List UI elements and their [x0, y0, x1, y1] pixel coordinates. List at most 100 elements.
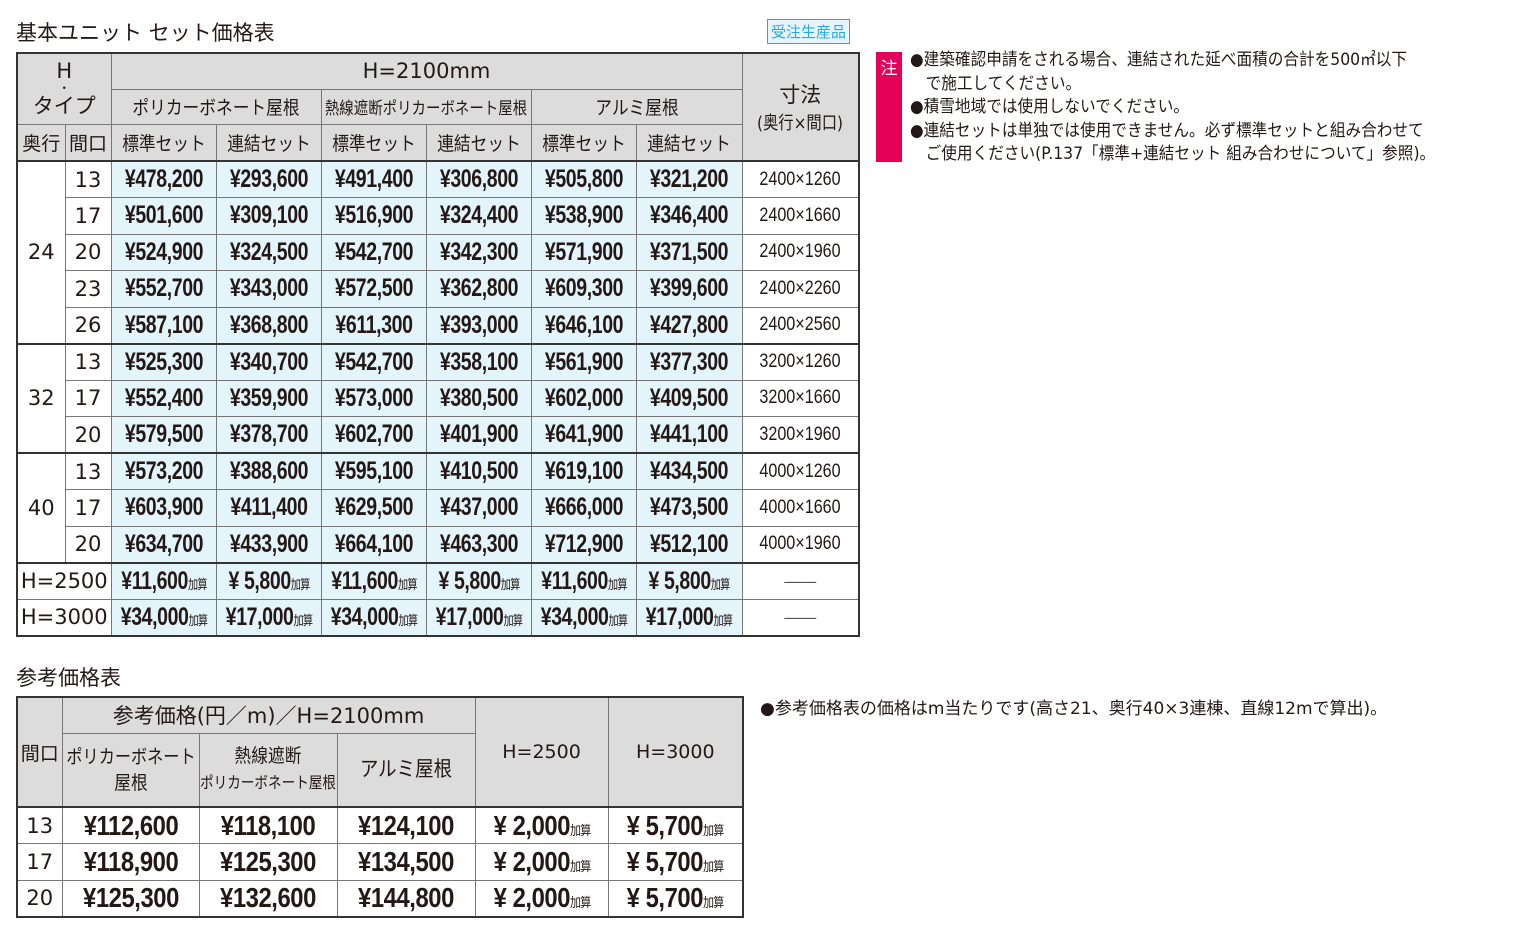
price-cell: ¥411,400 [215, 489, 322, 527]
ref-price-cell-content: ¥125,300 [220, 846, 316, 878]
price-value: ¥17,000 [225, 602, 294, 631]
ref-roof-header: 熱線遮断 ポリカーボネート屋根 [198, 732, 338, 808]
note-item: ご使用ください(P.137「標準+連結セット 組み合わせについて」参照)。 [910, 144, 1436, 164]
depth-cell: 32 [16, 342, 66, 454]
price-value: ¥646,100 [544, 310, 623, 339]
price-value: ¥579,500 [124, 420, 203, 448]
size-cell-content: 2400×1960 [760, 241, 841, 263]
price-cell-content: ¥427,800 [650, 311, 729, 340]
size-cell-content: 3200×1260 [760, 351, 841, 373]
price-value: ¥ 5,700 [626, 845, 704, 877]
price-cell: ¥441,100 [635, 416, 743, 454]
width-cell: 20 [64, 416, 112, 454]
price-cell: ¥505,800 [530, 160, 637, 198]
ref-table-row: 13 ¥112,600 ¥118,100 ¥124,100 ¥ 2,000加算 ¥ 5,7… [16, 806, 744, 844]
price-cell: ¥664,100 [320, 525, 427, 563]
price-value: ¥34,000 [330, 602, 399, 631]
set-header-text: 標準セット [121, 132, 206, 155]
price-suffix: 加算 [500, 577, 520, 593]
price-value: ¥11,600 [120, 566, 188, 595]
price-suffix: 加算 [607, 577, 627, 593]
price-cell-content: ¥378,700 [229, 420, 308, 449]
set-header-content: 標準セット [542, 129, 626, 156]
ref-roof-line-wrap: アルミ屋根 [360, 756, 452, 783]
price-value: ¥124,100 [358, 809, 454, 841]
price-value: ¥525,300 [124, 347, 203, 376]
table-row: 40 13 ¥573,200 ¥388,600 ¥595,100 ¥410,500 ¥619… [16, 452, 860, 563]
roof-header-row: ポリカーボネート屋根 熱線遮断ポリカーボネート屋根 アルミ屋根 [17, 88, 859, 125]
price-cell: ¥542,700 [320, 233, 427, 271]
ref-h3000-cell-content: ¥ 5,700加算 [627, 810, 725, 842]
price-value: ¥552,400 [124, 383, 203, 412]
price-value: ¥641,900 [544, 420, 623, 448]
size-value: 2400×2560 [759, 314, 841, 335]
roof-header-text: ポリカーボネート屋根 [132, 97, 300, 119]
price-value: ¥573,200 [124, 457, 203, 485]
table-row: 20 ¥524,900 ¥324,500 ¥542,700 ¥342,300 ¥571,9… [17, 233, 860, 271]
price-value: ¥609,300 [544, 274, 623, 303]
price-cell-content: ¥434,500 [650, 457, 729, 486]
width-cell: 13 [64, 342, 112, 381]
ref-price-cell: ¥132,600 [198, 879, 338, 917]
ref-roof-line-wrap: 屋根 [114, 770, 147, 796]
set-header-row: 奥行 間口 標準セット 連結セット 標準セット 連結セット 標準セット 連結セット [16, 123, 859, 162]
note-item: ●連結セットは単独では使用できません。必ず標準セットと組み合わせて [910, 120, 1424, 141]
price-value: ¥377,300 [649, 347, 729, 376]
ref-price-cell: ¥125,300 [198, 843, 338, 881]
size-value: 3200×1660 [759, 387, 841, 409]
price-cell-content: ¥538,900 [544, 201, 623, 230]
price-cell: ¥306,800 [425, 160, 532, 198]
price-cell: ¥524,900 [110, 233, 217, 271]
price-value: ¥309,100 [229, 201, 308, 230]
price-cell-content: ¥512,100 [650, 530, 729, 559]
price-cell: ¥641,900 [530, 416, 637, 454]
ref-price-cell: ¥134,500 [336, 843, 476, 881]
width-cell: 17 [64, 489, 112, 527]
price-cell-content: ¥409,500 [650, 384, 729, 413]
ref-h3000-cell: ¥ 5,700加算 [607, 879, 744, 917]
price-value: ¥619,100 [544, 457, 623, 485]
price-value: ¥306,800 [439, 165, 518, 193]
width-header: 間口 [64, 123, 112, 162]
ref-table-row: 20 ¥125,300 ¥132,600 ¥144,800 ¥ 2,000加算 ¥ 5,7… [16, 879, 744, 917]
size-cell: 3200×1260 [741, 342, 860, 381]
set-header-text: 標準セット [331, 132, 416, 155]
ref-roof-header: ポリカーボネート 屋根 [61, 732, 200, 808]
price-cell-content: ¥571,900 [544, 238, 623, 267]
price-value: ¥ 5,700 [626, 882, 704, 913]
price-value: ¥118,100 [220, 809, 316, 841]
size-cell: 3200×1960 [741, 416, 860, 454]
ref-price-cell: ¥118,100 [198, 806, 338, 844]
price-value: ¥ 5,800 [227, 566, 291, 595]
price-cell-content: ¥401,900 [439, 420, 518, 449]
table-row: 17 ¥603,900 ¥411,400 ¥629,500 ¥437,000 ¥666,0… [17, 489, 860, 527]
price-cell-content: ¥516,900 [334, 201, 413, 230]
price-cell: ¥552,700 [110, 270, 217, 308]
width-cell: 23 [64, 270, 112, 308]
extra-price-cell-content: ¥34,000加算 [330, 602, 417, 632]
price-value: ¥437,000 [439, 493, 518, 522]
price-cell: ¥434,500 [635, 452, 743, 490]
price-cell-content: ¥393,000 [439, 311, 518, 340]
price-cell-content: ¥579,500 [124, 420, 203, 449]
set-header-content: 連結セット [647, 129, 731, 156]
price-cell: ¥463,300 [425, 525, 532, 563]
price-cell: ¥538,900 [530, 197, 637, 235]
roof-header-content: アルミ屋根 [595, 93, 678, 120]
price-cell-content: ¥433,900 [229, 530, 308, 559]
ref-header-row: 間口 参考価格(円／m)／H=2100mm H=2500 H=3000 [16, 696, 744, 808]
price-value: ¥603,900 [124, 493, 203, 522]
price-suffix: 加算 [703, 896, 724, 911]
ref-table-row: 17 ¥118,900 ¥125,300 ¥134,500 ¥ 2,000加算 ¥ 5,7… [16, 843, 744, 881]
ref-h2500-cell: ¥ 2,000加算 [474, 806, 609, 844]
price-value: ¥399,600 [649, 274, 729, 303]
note-item: で施工してください。 [910, 73, 1082, 94]
h-type-h-label: H [56, 58, 73, 83]
price-cell: ¥437,000 [425, 489, 532, 527]
price-cell-content: ¥611,300 [335, 311, 413, 340]
price-value: ¥388,600 [229, 457, 308, 485]
price-cell: ¥629,500 [320, 489, 427, 527]
price-cell: ¥542,700 [320, 342, 427, 381]
price-value: ¥572,500 [334, 274, 413, 303]
ref-price-cell: ¥124,100 [336, 806, 476, 844]
